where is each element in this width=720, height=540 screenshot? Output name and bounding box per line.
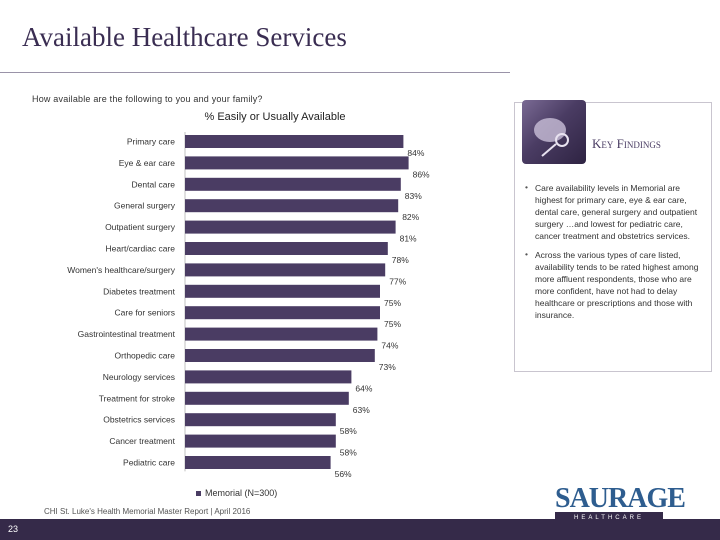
data-label: 74% xyxy=(381,341,398,351)
category-label: Eye & ear care xyxy=(119,158,175,168)
bar xyxy=(185,391,349,405)
chart-legend: Memorial (N=300) xyxy=(196,488,277,498)
legend-label: Memorial (N=300) xyxy=(205,488,278,498)
category-label: Gastrointestinal treatment xyxy=(78,329,176,339)
data-label: 86% xyxy=(413,169,430,179)
category-label: Treatment for stroke xyxy=(99,393,175,403)
category-label: Pediatric care xyxy=(123,458,175,468)
bar xyxy=(185,349,375,362)
bar xyxy=(185,199,399,213)
data-label: 84% xyxy=(407,148,424,158)
bar xyxy=(185,135,404,148)
bar xyxy=(185,413,336,427)
data-label: 81% xyxy=(400,234,417,244)
data-label: 77% xyxy=(389,276,406,286)
bar xyxy=(185,156,409,170)
bar xyxy=(185,220,396,234)
key-findings-list: Care availability levels in Memorial are… xyxy=(525,181,705,328)
bar xyxy=(185,370,352,384)
data-label: 75% xyxy=(384,319,401,329)
bar xyxy=(185,263,386,277)
bar xyxy=(185,284,380,298)
page-number: 23 xyxy=(8,524,19,534)
key-findings-heading: Key Findings xyxy=(592,136,661,151)
finding-item: Across the various types of care listed,… xyxy=(525,248,705,321)
category-label: Obstetrics services xyxy=(103,415,175,425)
bar xyxy=(185,306,380,320)
slide-title: Available Healthcare Services xyxy=(22,22,347,52)
bar xyxy=(185,177,401,191)
bar xyxy=(185,456,331,469)
bar xyxy=(185,327,378,341)
category-label: Primary care xyxy=(127,137,175,147)
category-label: Care for seniors xyxy=(115,308,175,318)
category-label: Orthopedic care xyxy=(115,351,176,361)
category-label: Neurology services xyxy=(103,372,175,382)
key-findings-image xyxy=(522,100,586,164)
category-label: Cancer treatment xyxy=(109,436,175,446)
data-label: 73% xyxy=(379,362,396,372)
legend-swatch xyxy=(196,491,201,497)
data-label: 58% xyxy=(340,426,357,436)
logo-wordmark: SAURAGE xyxy=(555,483,686,514)
category-label: Women's healthcare/surgery xyxy=(67,265,176,275)
bar xyxy=(185,242,388,255)
data-label: 63% xyxy=(353,405,370,415)
footer-bar xyxy=(0,519,720,540)
data-label: 56% xyxy=(335,469,352,479)
category-label: Outpatient surgery xyxy=(105,222,176,232)
data-label: 64% xyxy=(355,383,372,393)
survey-question: How available are the following to you a… xyxy=(32,94,263,104)
category-label: Dental care xyxy=(132,179,176,189)
chart-title: % Easily or Usually Available xyxy=(204,111,345,123)
category-label: Heart/cardiac care xyxy=(106,244,176,254)
category-label: Diabetes treatment xyxy=(103,286,175,296)
source-note: CHI St. Luke's Health Memorial Master Re… xyxy=(44,507,251,516)
finding-item: Care availability levels in Memorial are… xyxy=(525,181,705,242)
data-label: 83% xyxy=(405,191,422,201)
data-label: 82% xyxy=(402,212,419,222)
category-label: General surgery xyxy=(114,201,176,211)
data-label: 58% xyxy=(340,448,357,458)
data-label: 75% xyxy=(384,298,401,308)
bar xyxy=(185,434,336,448)
bar-chart: % Easily or Usually Available Primary car… xyxy=(67,111,430,479)
data-label: 78% xyxy=(392,255,409,265)
hand-key-icon xyxy=(534,118,569,157)
title-divider xyxy=(0,72,510,73)
